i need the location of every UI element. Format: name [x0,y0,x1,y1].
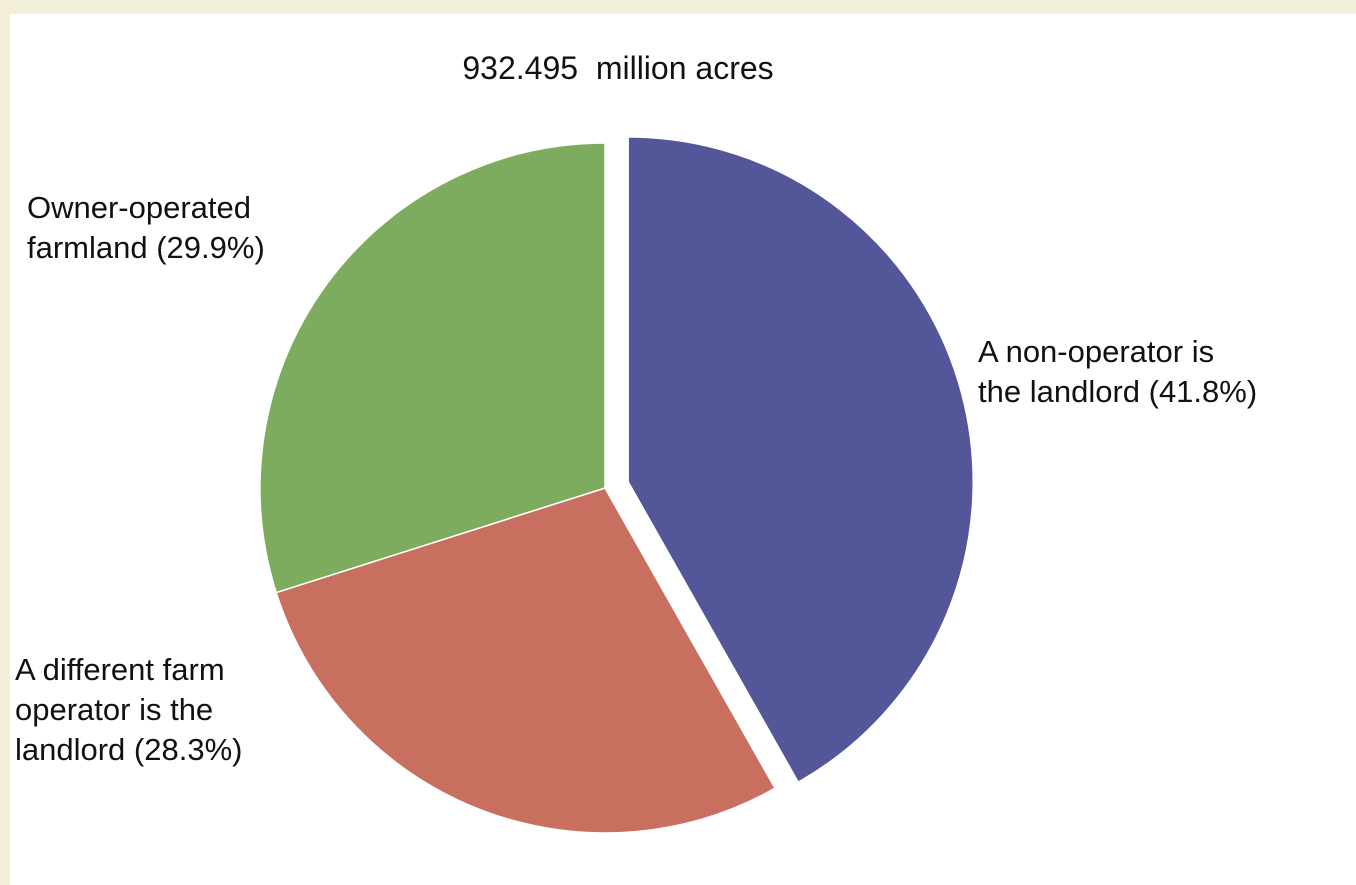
pie-slice-non-operator [627,136,974,784]
slice-label-line: the landlord (41.8%) [978,374,1258,409]
slice-label-line: A different farm [15,652,225,687]
slice-label-line: Owner-operated [27,190,252,225]
pie-slice-owner-operated [259,142,606,594]
chart-title: 932.495 million acres [462,50,774,86]
slice-label-line: A non-operator is [978,334,1215,369]
slice-label-line: farmland (29.9%) [27,230,265,265]
slice-label-line: operator is the [15,692,214,727]
slice-label-non-operator: A non-operator is the landlord (41.8%) [978,332,1257,412]
slice-label-different-operator: A different farm operator is the landlor… [15,650,242,770]
slice-label-owner-operated: Owner-operated farmland (29.9%) [27,188,265,268]
pie-slice-different-operator [275,487,777,834]
slice-label-line: landlord (28.3%) [15,732,243,767]
